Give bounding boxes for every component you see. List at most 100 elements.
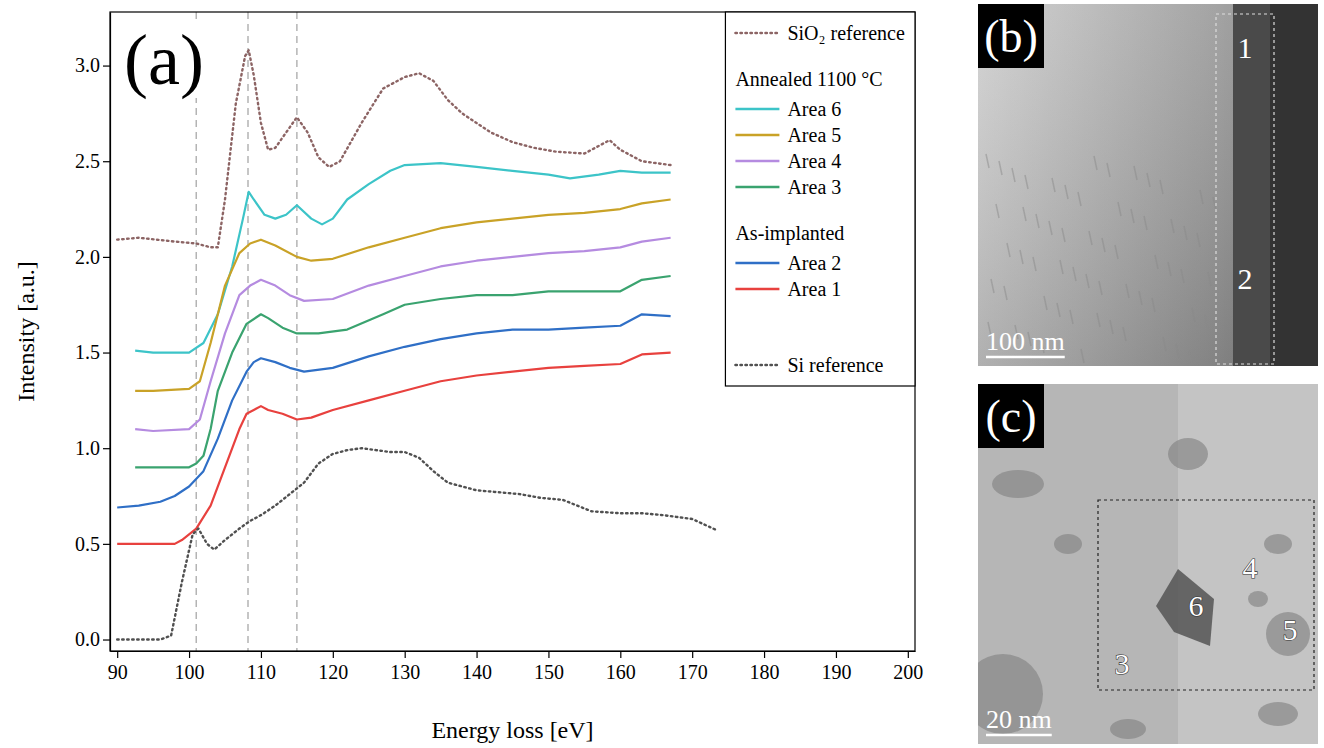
series-line [135,276,670,467]
x-axis-tick-label: 110 [247,661,276,683]
y-axis-tick-mark [103,544,110,545]
texture-streak [1033,257,1036,271]
texture-streak [1052,178,1055,192]
x-axis-tick-mark [476,651,477,658]
legend-swatch [735,32,779,34]
texture-streak [1200,190,1203,204]
x-axis-tick-label: 150 [534,661,564,683]
x-axis-tick-mark [117,651,118,658]
texture-streak [1078,192,1081,206]
texture-streak [1115,245,1118,259]
legend-label: Area 5 [787,124,841,146]
texture-streak [1131,209,1134,223]
texture-streak [1025,175,1028,189]
series-line [117,314,670,507]
guide-line [196,12,198,651]
x-axis-tick: 200 [893,651,923,683]
scale-bar [986,356,1065,359]
legend-swatch [735,134,779,136]
x-axis-tick: 190 [821,651,851,683]
micrograph-background [978,4,1318,366]
y-axis-tick: 1.0 [75,437,110,459]
y-axis-tick: 0.5 [75,533,110,555]
series-line [117,448,717,639]
y-axis-tick-mark [103,352,110,353]
legend-label: Area 6 [787,98,841,120]
x-axis-tick: 100 [175,651,205,683]
y-axis-tick-mark [103,161,110,162]
texture-streak [1205,315,1208,329]
y-axis-tick-mark [103,639,110,640]
plot-marks [117,12,717,651]
darker-layer [1270,4,1318,366]
x-axis-tick: 140 [462,651,492,683]
micrograph [978,4,1318,366]
y-axis-tick: 3.0 [75,54,110,76]
texture-streak [1152,298,1155,312]
y-axis-tick: 0.0 [75,628,110,650]
legend-swatch [735,364,779,366]
texture-streak [1070,310,1073,324]
x-axis-tick-mark [764,651,765,658]
x-axis-tick-mark [405,651,406,658]
x-axis-tick-label: 170 [678,661,708,683]
texture-blob [1054,534,1082,554]
texture-streak [999,161,1002,175]
texture-streak [1004,286,1007,300]
legend-label: Area 4 [787,150,841,172]
plot-frame [110,12,915,651]
y-axis-tick: 1.5 [75,341,110,363]
legend-swatch [735,262,779,264]
area-label: 6 [1189,589,1204,622]
x-axis-tick: 120 [318,651,348,683]
x-axis-tick-label: 200 [893,661,923,683]
texture-streak [1176,344,1179,358]
area-label: 4 [1243,551,1258,584]
x-axis: 90100110120130140150160170180190200 [108,651,924,683]
x-axis-tick: 180 [750,651,780,683]
y-axis-tick-label: 3.0 [75,54,100,76]
area-label: 2 [1238,262,1253,295]
texture-streak [1155,255,1158,269]
texture-streak [1107,163,1110,177]
y-axis-tick: 2.5 [75,150,110,172]
x-axis-tick: 160 [606,651,636,683]
panel-label: (a) [124,20,204,100]
x-axis-tick-mark [908,651,909,658]
x-axis-tick: 170 [678,651,708,683]
texture-streak [1189,351,1192,365]
x-axis-tick-mark [261,651,262,658]
texture-streak [1126,284,1129,298]
scale-bar-label: 20 nm [986,705,1052,734]
x-axis-tick-label: 160 [606,661,636,683]
image-panel: 3456(c)20 nm [963,384,1318,744]
legend-label: Area 2 [787,252,841,274]
micrograph-shade [978,4,1318,366]
selection-box [1098,500,1314,690]
texture-streak [1062,228,1065,242]
panel-label-box [978,384,1044,448]
y-axis-tick-mark [103,448,110,449]
y-axis-tick-label: 1.5 [75,341,100,363]
texture-blob [1258,702,1298,726]
texture-streak [1012,168,1015,182]
y-axis-tick-label: 2.0 [75,246,100,268]
texture-streak [1134,166,1137,180]
texture-streak [1073,267,1076,281]
texture-blob [1248,591,1268,607]
x-axis-tick: 150 [534,651,564,683]
area-label: 5 [1283,613,1298,646]
texture-blob [1266,612,1310,656]
legend-label: Si reference [787,354,883,376]
x-axis-tick-label: 190 [821,661,851,683]
x-axis-tick-mark [333,651,334,658]
selection-box [1216,14,1274,364]
guide-line [296,12,298,651]
texture-streak [1023,207,1026,221]
x-axis-tick-label: 130 [390,661,420,683]
x-axis-tick: 130 [390,651,420,683]
area-label: 3 [1115,647,1130,680]
x-axis-tick-mark [692,651,693,658]
y-axis-tick-mark [103,65,110,66]
y-axis-title: Intensity [a.u.] [13,261,39,402]
